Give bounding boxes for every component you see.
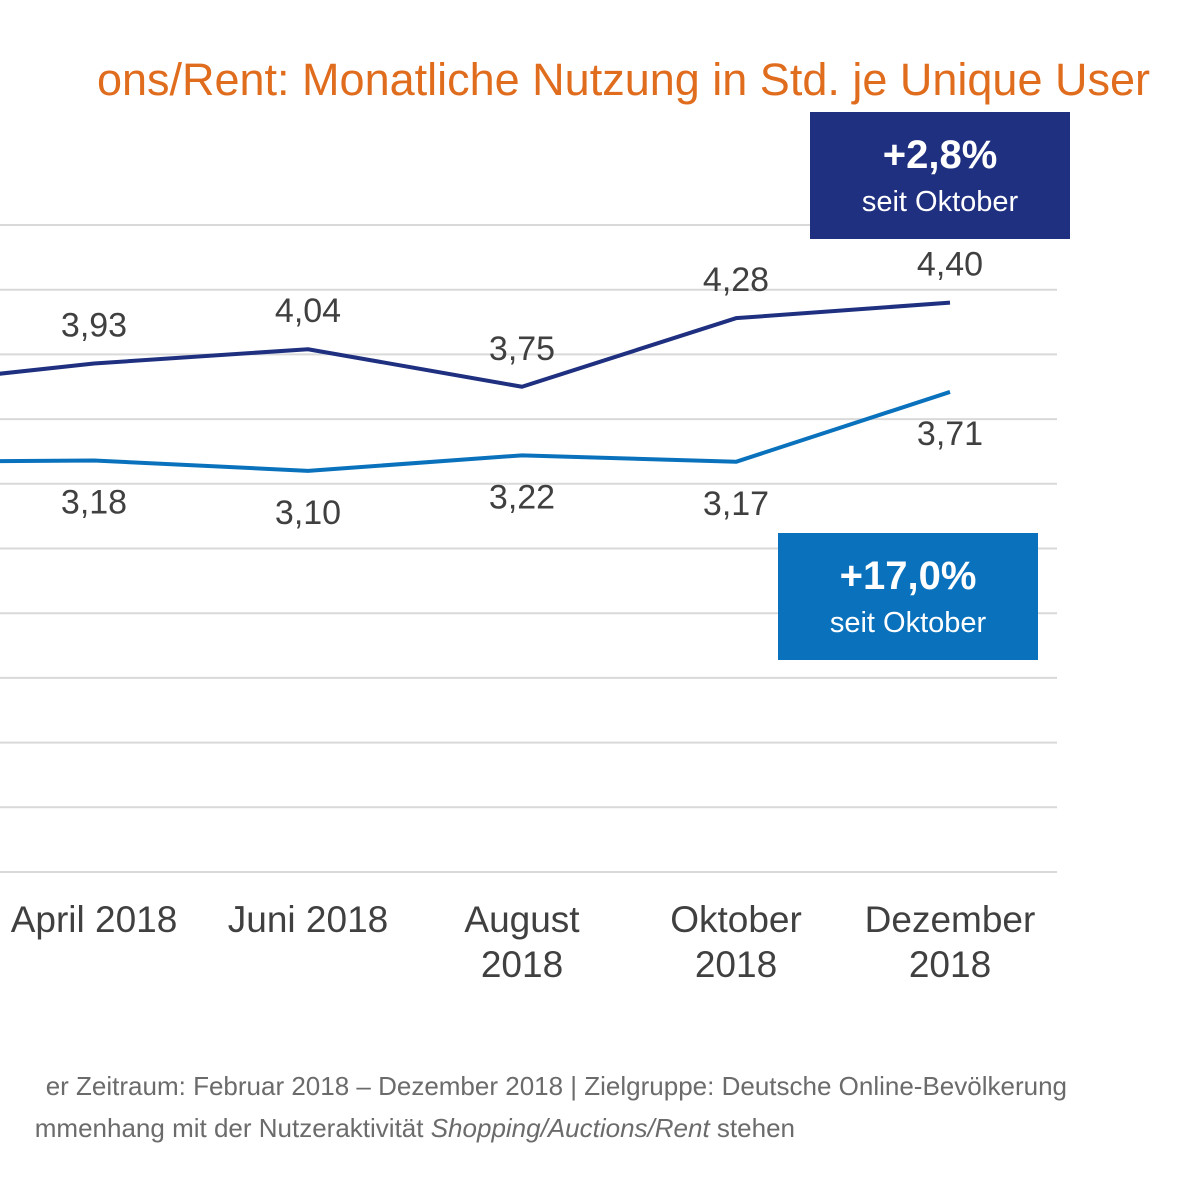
data-label: 3,10 (275, 494, 341, 532)
data-label: 3,71 (917, 415, 983, 453)
data-label: 4,40 (917, 246, 983, 284)
series-line-2 (0, 390, 951, 473)
change-value: +17,0% (839, 554, 977, 598)
x-tick-label: 2018 (909, 944, 991, 985)
change-caption: seit Oktober (861, 186, 1019, 218)
data-labels: 3,93 4,04 3,75 4,28 4,40 3,18 3,10 3,22 3,17 3,71 (61, 246, 983, 532)
footnote-line-2: mmenhang mit der Nutzeraktivität Shoppin… (35, 1112, 795, 1144)
change-badge-dark-series: +2,8% seit Oktober (810, 112, 1070, 239)
change-value: +2,8% (882, 133, 998, 177)
data-label: 3,22 (489, 478, 555, 516)
x-tick-label: Dezember (865, 899, 1036, 940)
data-label: 3,93 (61, 306, 127, 344)
footnote-line-2-italic: Shopping/Auctions/Rent (430, 1113, 710, 1143)
data-label: 3,18 (61, 484, 127, 522)
data-label: 3,75 (489, 330, 555, 368)
x-tick-label: Oktober (670, 899, 802, 940)
footnote: er Zeitraum: Februar 2018 – Dezember 201… (0, 1068, 1200, 1158)
x-tick-label: April 2018 (11, 899, 178, 940)
change-badge-light-series: +17,0% seit Oktober (778, 533, 1038, 660)
data-label: 4,04 (275, 292, 341, 330)
x-tick-label: 2018 (481, 944, 563, 985)
data-label: 3,17 (703, 485, 769, 523)
x-tick-label: Juni 2018 (228, 899, 388, 940)
footnote-line-2-prefix: mmenhang mit der Nutzeraktivität (34, 1113, 424, 1143)
chart-title: ons/Rent: Monatliche Nutzung in Std. je … (96, 54, 1150, 105)
series-line-1 (0, 300, 951, 389)
x-tick-label: 2018 (695, 944, 777, 985)
chart-title-container: ons/Rent: Monatliche Nutzung in Std. je … (0, 52, 1200, 112)
series-lines (0, 300, 951, 473)
data-label: 4,28 (703, 261, 769, 299)
x-tick-label: August (464, 899, 580, 940)
footnote-line-1: er Zeitraum: Februar 2018 – Dezember 201… (45, 1071, 1067, 1101)
change-caption: seit Oktober (829, 607, 987, 639)
footnote-line-2-suffix: stehen (716, 1113, 795, 1143)
